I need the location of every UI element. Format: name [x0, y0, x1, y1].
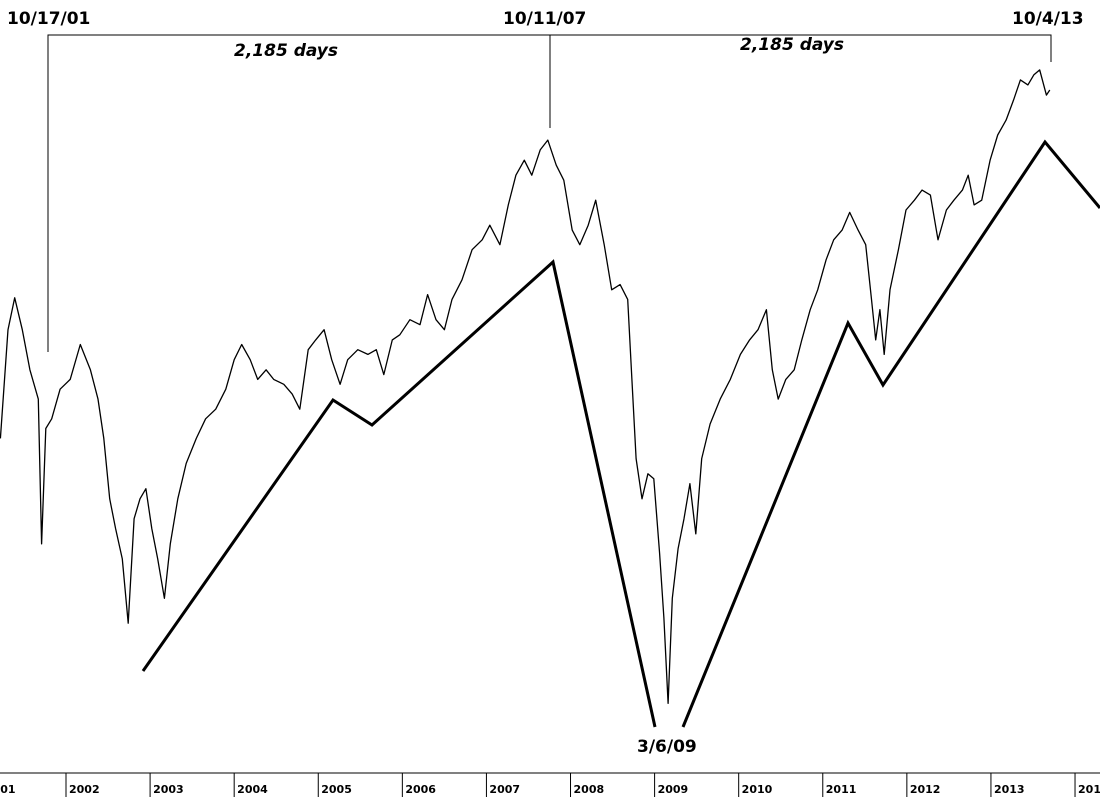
trend-line — [141, 259, 657, 728]
x-tick-label: 2004 — [237, 783, 268, 796]
x-tick-label: 2012 — [910, 783, 941, 796]
x-tick-label: 2009 — [658, 783, 689, 796]
x-tick-label: 2006 — [405, 783, 436, 796]
x-tick-label: 2010 — [742, 783, 773, 796]
x-tick-label: 2002 — [69, 783, 100, 796]
x-tick-label: 2014 — [1078, 783, 1100, 796]
annotation: 10/17/01 — [7, 9, 90, 29]
x-tick-label: 2005 — [321, 783, 352, 796]
x-tick-label: 2001 — [0, 783, 16, 796]
x-tick-label: 2003 — [153, 783, 184, 796]
x-tick-label: 2013 — [994, 783, 1025, 796]
x-tick-label: 2008 — [574, 783, 605, 796]
annotation: 2,185 days — [740, 35, 844, 55]
price-line — [0, 69, 1051, 705]
annotation: 2,185 days — [234, 41, 338, 61]
bracket — [550, 34, 1052, 62]
bracket — [47, 34, 551, 352]
x-tick-label: 2011 — [826, 783, 857, 796]
annotation: 10/11/07 — [503, 9, 586, 29]
annotation: 10/4/13 — [1012, 9, 1084, 29]
x-tick-label: 2007 — [489, 783, 520, 796]
annotation: 3/6/09 — [637, 737, 697, 757]
trend-line — [681, 139, 1100, 728]
